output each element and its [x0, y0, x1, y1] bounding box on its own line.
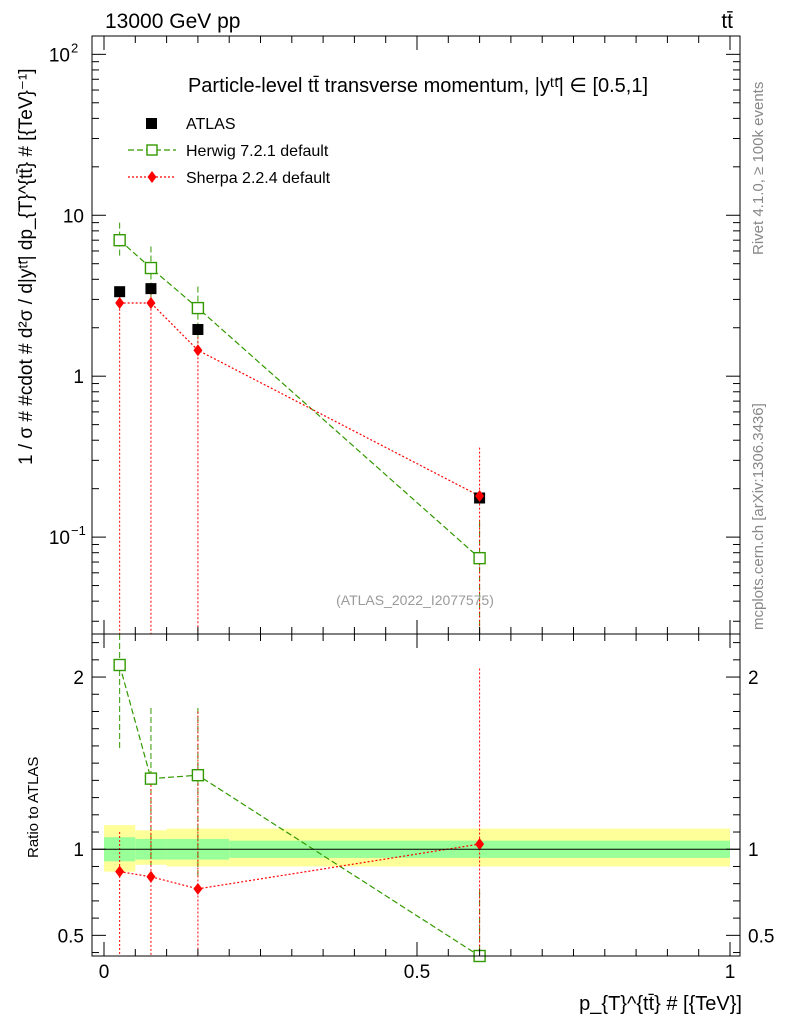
chart-title: Particle-level tt̄ transverse momentum, … — [188, 75, 648, 97]
ratio-tick-label: 0.5 — [58, 926, 84, 947]
marker-herwig — [191, 301, 205, 315]
marker-herwig — [113, 658, 126, 672]
ratio-tick-label: 1 — [73, 840, 84, 861]
marker-sherpa — [475, 838, 485, 851]
legend-marker-herwig — [146, 144, 158, 156]
x-axis-label: p_{T}^{tt̄} # [{TeV}] — [579, 993, 742, 1015]
analysis-watermark: (ATLAS_2022_I2077575) — [336, 592, 494, 608]
ratio-tick-label-right: 1 — [748, 840, 759, 861]
marker-sherpa — [115, 296, 125, 309]
y-axis-label: 1 / σ # #cdot # d²σ / d|yᵗᵗ̄| dp_{T}^{tt… — [16, 68, 37, 465]
marker-herwig — [144, 772, 158, 785]
curve-herwig — [119, 239, 480, 559]
marker-herwig — [191, 768, 205, 782]
marker-sherpa — [146, 870, 156, 883]
legend-label-sherpa: Sherpa 2.2.4 default — [186, 170, 331, 187]
y-tick-exponent: −1 — [71, 523, 86, 538]
header-energy-label: 13000 GeV pp — [105, 10, 240, 33]
marker-sherpa — [475, 490, 485, 503]
y-tick-exponent: 2 — [71, 40, 78, 55]
ratio-tick-label: 2 — [73, 668, 84, 689]
legend-marker-atlas — [146, 118, 157, 129]
y-tick-label: 1 — [73, 367, 84, 388]
x-tick-label: 1 — [725, 962, 736, 983]
marker-sherpa — [115, 865, 125, 878]
curve-sherpa — [119, 302, 480, 497]
ratio-panel: 0.5 0.5 1 1 2 2 0 0.5 1 — [58, 633, 774, 983]
y-tick-label: 10 — [49, 528, 70, 549]
y-tick-label: 10 — [63, 206, 84, 227]
legend-marker-sherpa — [147, 171, 157, 183]
marker-sherpa — [193, 882, 203, 895]
data-point-atlas — [192, 324, 204, 336]
marker-herwig — [113, 233, 126, 247]
x-tick-label: 0 — [99, 962, 110, 983]
legend-label-atlas: ATLAS — [186, 116, 236, 133]
marker-sherpa — [193, 344, 203, 357]
ratio-curve — [119, 664, 480, 957]
data-point-atlas — [114, 286, 126, 298]
ratio-tick-label-right: 2 — [748, 668, 759, 689]
legend: ATLAS Herwig 7.2.1 default Sherpa 2.2.4 … — [128, 116, 331, 187]
ratio-y-axis-label: Ratio to ATLAS — [25, 757, 42, 858]
x-tick-label: 0.5 — [404, 962, 430, 983]
ratio-frame — [91, 633, 741, 957]
ratio-tick-label-right: 0.5 — [748, 926, 774, 947]
header-process-label: tt̄ — [721, 10, 733, 33]
y-tick-label: 10 — [49, 45, 70, 66]
marker-herwig — [144, 261, 158, 275]
data-point-atlas — [145, 283, 157, 295]
marker-sherpa — [146, 296, 156, 309]
legend-label-herwig: Herwig 7.2.1 default — [186, 143, 329, 160]
rivet-version-label: Rivet 4.1.0, ≥ 100k events — [750, 82, 767, 255]
marker-herwig — [473, 551, 486, 565]
mcplots-label: mcplots.cern.ch [arXiv:1306.3436] — [750, 403, 767, 630]
